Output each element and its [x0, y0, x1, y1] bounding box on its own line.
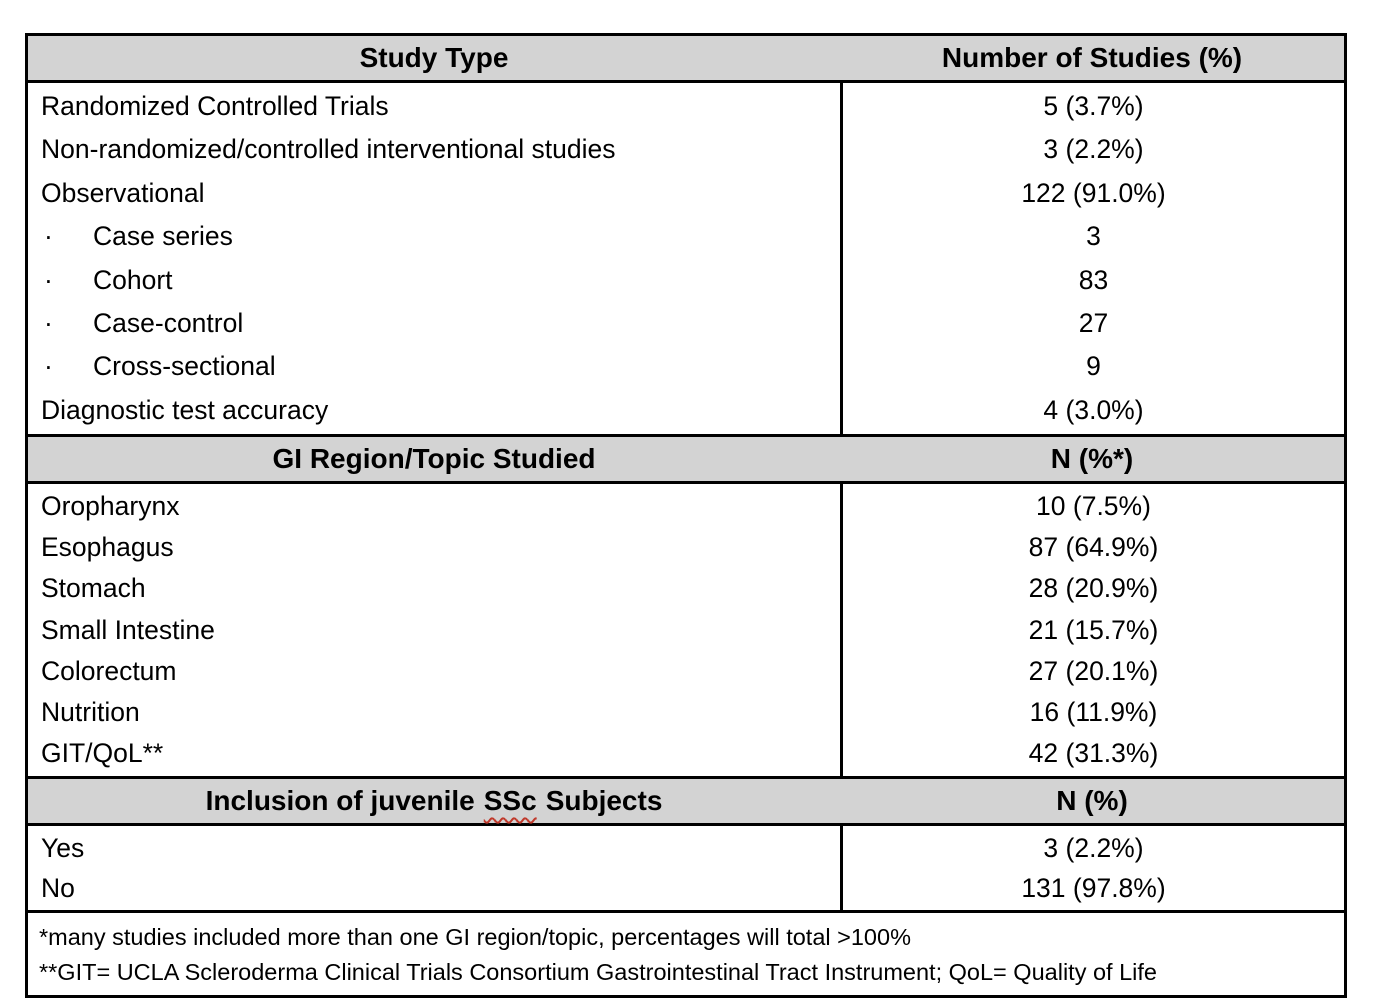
- row-value: 10 (7.5%): [1036, 491, 1151, 522]
- row-label: Colorectum: [41, 655, 177, 686]
- header-n-pct-star: N (%*): [1050, 443, 1134, 475]
- bullet-icon: ·: [44, 308, 53, 339]
- row-value: 9: [1086, 351, 1101, 382]
- gi-region-labels: Oropharynx Esophagus Stomach Small Intes…: [28, 484, 840, 776]
- footnote-cell: *many studies included more than one GI …: [28, 909, 1344, 995]
- row-value: 122 (91.0%): [1021, 177, 1166, 208]
- row-value: 131 (97.8%): [1021, 872, 1166, 903]
- row-label: No: [41, 872, 75, 903]
- row-value: 87 (64.9%): [1028, 532, 1159, 563]
- row-value: 28 (20.9%): [1028, 573, 1159, 604]
- row-label: Nutrition: [41, 696, 140, 727]
- row-label-bulleted: · Cohort: [28, 259, 840, 302]
- gi-region-values: 10 (7.5%) 87 (64.9%) 28 (20.9%) 21 (15.7…: [840, 484, 1344, 776]
- row-label: Stomach: [41, 573, 146, 604]
- study-type-labels: Randomized Controlled Trials Non-randomi…: [28, 83, 840, 434]
- header-number-of-studies: Number of Studies (%): [941, 42, 1243, 73]
- header-n-pct: N (%): [1056, 784, 1128, 816]
- row-value: 16 (11.9%): [1029, 696, 1158, 727]
- study-summary-table: Study Type Number of Studies (%) Randomi…: [25, 33, 1347, 998]
- header-study-type: Study Type: [359, 42, 509, 73]
- header-inclusion-juvenile-ssc: Inclusion of juvenile SSc Subjects: [205, 784, 663, 816]
- row-value: 3 (2.2%): [1043, 134, 1144, 165]
- bullet-icon: ·: [44, 221, 53, 252]
- footnote-gi-region: *many studies included more than one GI …: [39, 923, 911, 950]
- row-label-bulleted: · Case series: [28, 215, 840, 258]
- header-row-study-type: Study Type Number of Studies (%): [28, 36, 1344, 83]
- juvenile-ssc-labels: Yes No: [28, 826, 840, 910]
- row-label: Small Intestine: [41, 614, 215, 645]
- row-label-bulleted: · Case-control: [28, 302, 840, 345]
- footnote-git-qol: **GIT= UCLA Scleroderma Clinical Trials …: [39, 958, 1157, 985]
- row-label-bulleted: · Cross-sectional: [28, 345, 840, 388]
- section-gi-region-body: Oropharynx Esophagus Stomach Small Intes…: [28, 484, 1344, 776]
- row-value: 4 (3.0%): [1043, 394, 1144, 425]
- section-study-type-body: Randomized Controlled Trials Non-randomi…: [28, 83, 1344, 435]
- row-label: Observational: [41, 177, 205, 208]
- header-row-juvenile-ssc: Inclusion of juvenile SSc Subjects N (%): [28, 775, 1344, 826]
- section-juvenile-ssc-body: Yes No 3 (2.2%) 131 (97.8%): [28, 825, 1344, 910]
- row-value: 3 (2.2%): [1043, 832, 1144, 863]
- row-label: Yes: [41, 832, 85, 863]
- row-label: GIT/QoL**: [41, 737, 164, 768]
- header-gi-region: GI Region/Topic Studied: [272, 443, 596, 475]
- row-value: 21 (15.7%): [1028, 614, 1159, 645]
- juvenile-ssc-values: 3 (2.2%) 131 (97.8%): [840, 825, 1344, 910]
- misspelled-word: SSc: [483, 784, 537, 816]
- row-value: 5 (3.7%): [1043, 91, 1144, 121]
- header-row-gi-region: GI Region/Topic Studied N (%*): [28, 434, 1344, 485]
- row-label: Randomized Controlled Trials: [41, 91, 389, 121]
- row-label: Esophagus: [41, 532, 174, 563]
- row-label: Non-randomized/controlled interventional…: [41, 134, 616, 165]
- row-value: 27 (20.1%): [1028, 655, 1159, 686]
- row-value: 3: [1086, 221, 1101, 252]
- row-value: 42 (31.3%): [1028, 737, 1159, 768]
- bullet-icon: ·: [44, 264, 53, 295]
- row-label: Oropharynx: [41, 491, 180, 522]
- row-value: 27: [1078, 308, 1109, 339]
- bullet-icon: ·: [44, 351, 53, 382]
- study-type-values: 5 (3.7%) 3 (2.2%) 122 (91.0%) 3 83 27 9 …: [840, 83, 1344, 435]
- row-label: Diagnostic test accuracy: [41, 394, 329, 425]
- row-value: 83: [1078, 264, 1109, 295]
